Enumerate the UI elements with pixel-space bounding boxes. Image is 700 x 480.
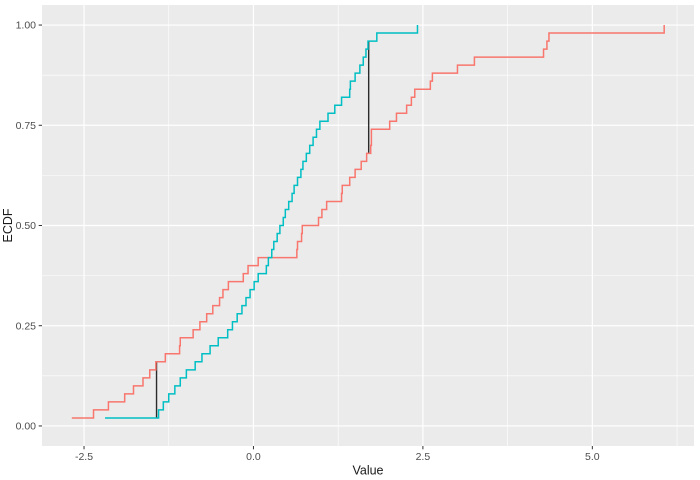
ecdf-step-cyan-sample-ecdf	[105, 25, 419, 419]
ecdf-step-red-sample-ecdf	[71, 25, 665, 419]
axis-tick-marks	[38, 24, 593, 450]
axis-tick-labels: -2.5 0.0 2.5 5.0 0.00 0.25 0.50 0.75 1.00	[16, 20, 600, 463]
y-tick-label: 1.00	[16, 20, 37, 32]
x-tick-label: -2.5	[75, 451, 93, 463]
y-tick-label: 0.00	[16, 421, 37, 433]
y-tick-label: 0.50	[16, 220, 37, 232]
x-tick-label: 0.0	[246, 451, 261, 463]
ks-distance-segments	[155, 41, 370, 418]
y-tick-label: 0.25	[16, 320, 37, 332]
y-tick-label: 0.75	[16, 120, 37, 132]
x-tick-label: 5.0	[585, 451, 600, 463]
x-tick-label: 2.5	[416, 451, 431, 463]
ecdf-step-curves	[71, 25, 665, 419]
y-axis-title: ECDF	[1, 208, 15, 242]
x-axis-title: Value	[352, 464, 383, 478]
major-gridlines	[42, 5, 694, 446]
